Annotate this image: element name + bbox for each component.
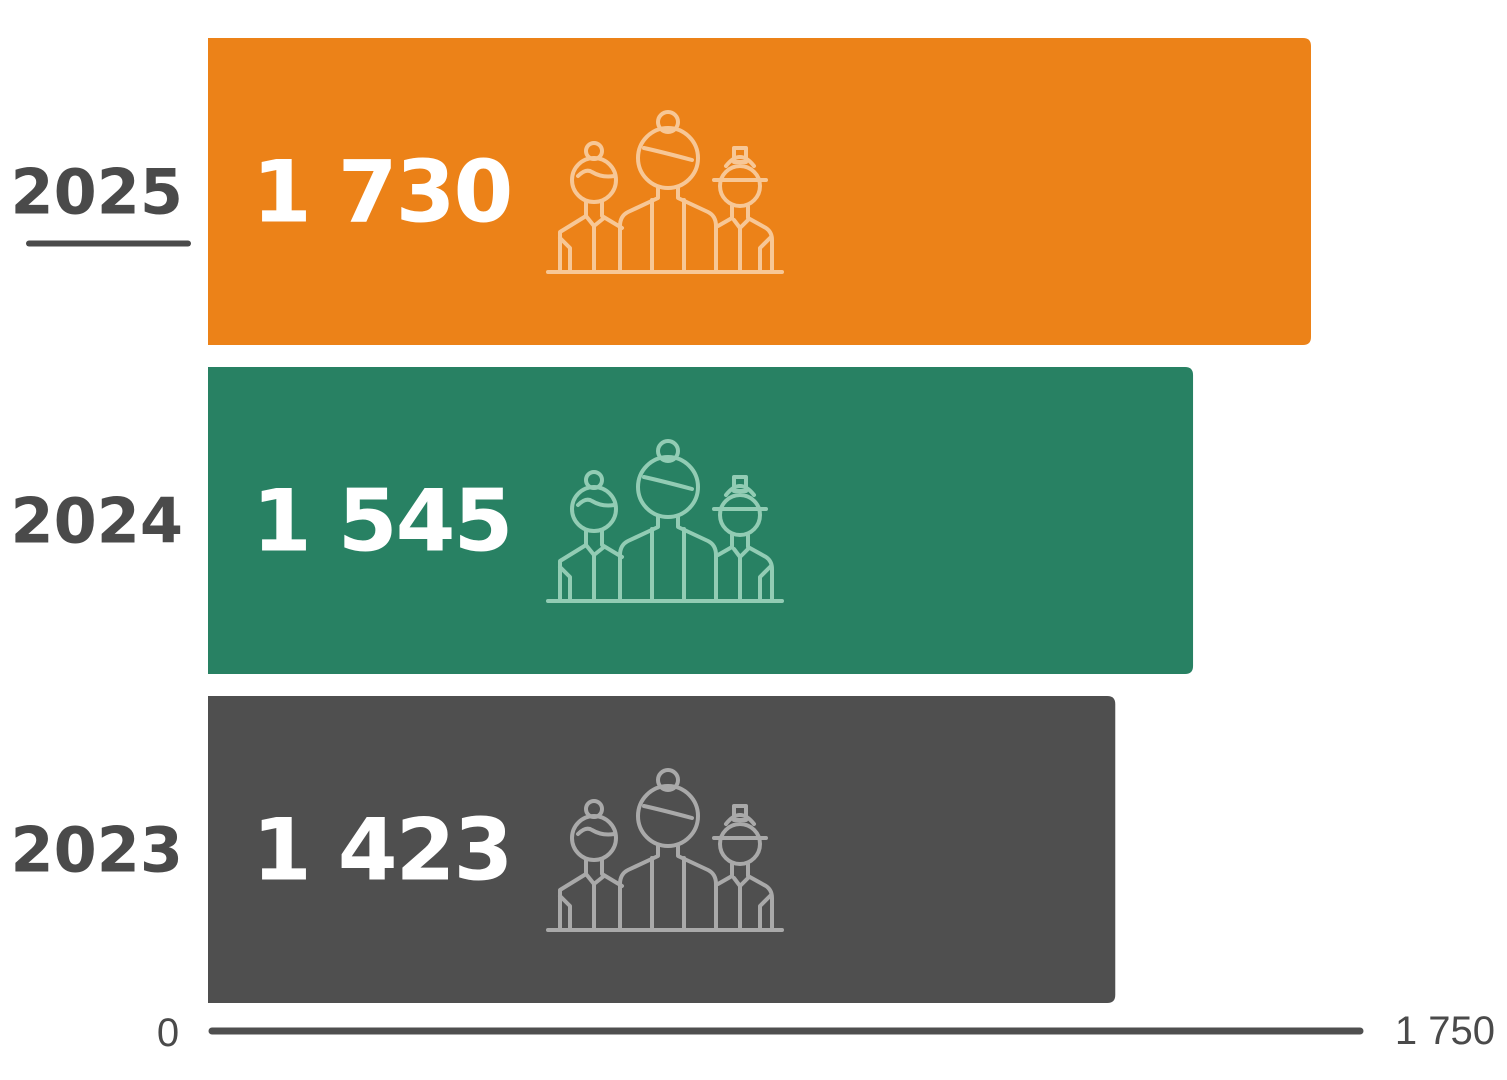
- bar-2024: [208, 367, 1194, 674]
- bar-2023: [208, 696, 1116, 1003]
- category-label-2025: 2025: [10, 156, 183, 229]
- value-label-2024: 1 545: [252, 472, 511, 572]
- value-label-2023: 1 423: [252, 801, 511, 901]
- x-tick-label-min: 0: [157, 1011, 179, 1055]
- category-label-2023: 2023: [10, 814, 183, 887]
- value-label-2025: 1 730: [252, 143, 511, 243]
- x-tick-label-max: 1 750: [1395, 1009, 1495, 1053]
- category-label-2024: 2024: [10, 485, 183, 558]
